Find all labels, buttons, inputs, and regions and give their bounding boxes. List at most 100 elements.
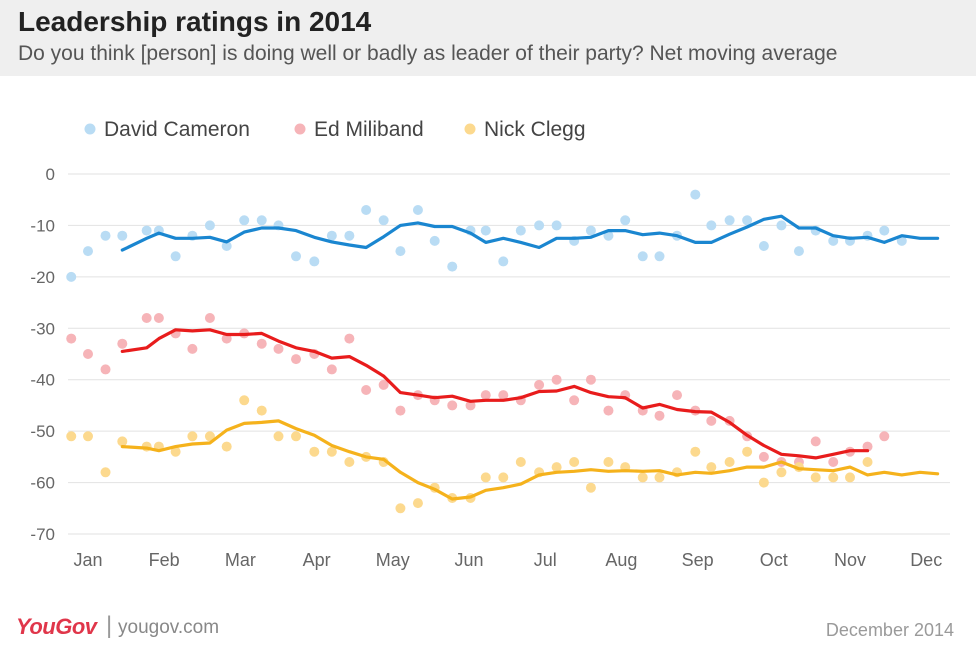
data-point — [724, 457, 735, 467]
y-tick-label: 0 — [46, 165, 55, 184]
x-tick-label: Sep — [682, 550, 714, 570]
data-point — [585, 482, 596, 493]
data-point — [291, 251, 302, 262]
legend-marker — [294, 123, 306, 135]
data-point — [412, 498, 423, 509]
yougov-logo: YouGov — [16, 614, 97, 639]
data-point — [153, 313, 164, 323]
data-point — [395, 246, 406, 257]
data-point — [776, 220, 787, 231]
data-point — [690, 189, 701, 200]
data-point — [117, 436, 128, 447]
data-point — [429, 235, 440, 246]
data-point — [256, 338, 267, 349]
data-point — [221, 241, 232, 251]
data-point — [672, 390, 683, 401]
y-tick-label: -50 — [30, 422, 55, 441]
footer-site-link[interactable]: yougov.com — [118, 617, 220, 638]
y-tick-label: -30 — [30, 319, 55, 338]
data-point — [447, 261, 458, 272]
data-point — [204, 220, 215, 231]
data-point — [83, 349, 93, 359]
data-point — [66, 333, 77, 344]
x-tick-label: May — [376, 550, 410, 570]
legend-label: David Cameron — [104, 118, 250, 141]
x-tick-label: Oct — [760, 550, 788, 570]
data-point — [344, 457, 355, 467]
data-point — [100, 467, 111, 478]
data-point — [170, 446, 181, 457]
data-point — [66, 271, 77, 282]
data-point — [498, 390, 509, 401]
x-tick-label: Jan — [73, 550, 102, 570]
data-point — [309, 446, 320, 457]
data-point — [810, 472, 821, 483]
data-point — [585, 225, 596, 236]
data-point — [585, 374, 596, 385]
data-point — [187, 431, 198, 442]
data-point — [239, 395, 250, 406]
data-point — [273, 343, 284, 354]
line-chart: 0 -10 -20 -30 -40 -50 -60 -70 Jan Feb Mar Apr May Jun… — [30, 118, 950, 570]
chart-subtitle: Do you think [person] is doing well or b… — [18, 42, 838, 65]
x-tick-label: Jun — [454, 550, 483, 570]
data-point — [395, 503, 406, 514]
data-point — [742, 446, 753, 457]
data-point — [117, 230, 128, 241]
y-tick-label: -10 — [30, 216, 55, 235]
data-point — [344, 333, 355, 344]
data-point — [170, 251, 181, 262]
data-point — [828, 457, 839, 467]
data-point — [412, 205, 423, 215]
data-point — [551, 374, 562, 385]
data-point — [361, 205, 372, 215]
series-line — [120, 214, 940, 252]
data-point — [344, 230, 355, 241]
header-bar: Leadership ratings in 2014 Do you think … — [0, 0, 976, 76]
data-point — [776, 467, 787, 478]
data-point — [100, 230, 111, 241]
data-point — [291, 354, 302, 365]
data-point — [534, 379, 545, 390]
data-point — [862, 457, 873, 467]
data-point — [204, 431, 215, 442]
data-point — [83, 431, 93, 442]
data-point — [498, 256, 509, 267]
data-point — [239, 215, 250, 226]
data-point — [879, 225, 890, 236]
data-point — [706, 220, 717, 231]
x-tick-label: Nov — [834, 550, 866, 570]
data-point — [361, 385, 372, 395]
x-tick-label: Mar — [225, 550, 256, 570]
data-point — [480, 472, 491, 483]
data-point — [480, 225, 491, 236]
x-tick-label: Dec — [910, 550, 942, 570]
data-point — [603, 405, 614, 416]
data-point — [326, 364, 337, 375]
data-point — [620, 215, 631, 226]
series-line — [120, 328, 870, 460]
data-point — [378, 379, 389, 390]
data-point — [515, 225, 526, 236]
data-point — [256, 405, 267, 416]
data-point — [758, 451, 769, 462]
data-point — [654, 472, 665, 483]
data-point — [256, 215, 267, 226]
data-point — [273, 431, 284, 442]
data-point — [480, 390, 491, 401]
data-point — [706, 415, 717, 426]
data-point — [221, 441, 232, 452]
data-point — [465, 400, 476, 411]
data-point — [828, 472, 839, 483]
data-point — [83, 246, 93, 257]
data-point — [100, 364, 111, 375]
data-point — [706, 462, 717, 473]
data-point — [395, 405, 406, 416]
data-point — [326, 230, 337, 241]
x-tick-label: Aug — [605, 550, 637, 570]
data-point — [828, 235, 839, 246]
x-tick-label: Apr — [303, 550, 331, 570]
data-point — [879, 431, 890, 442]
legend-marker — [464, 123, 476, 135]
series-line — [120, 419, 940, 501]
